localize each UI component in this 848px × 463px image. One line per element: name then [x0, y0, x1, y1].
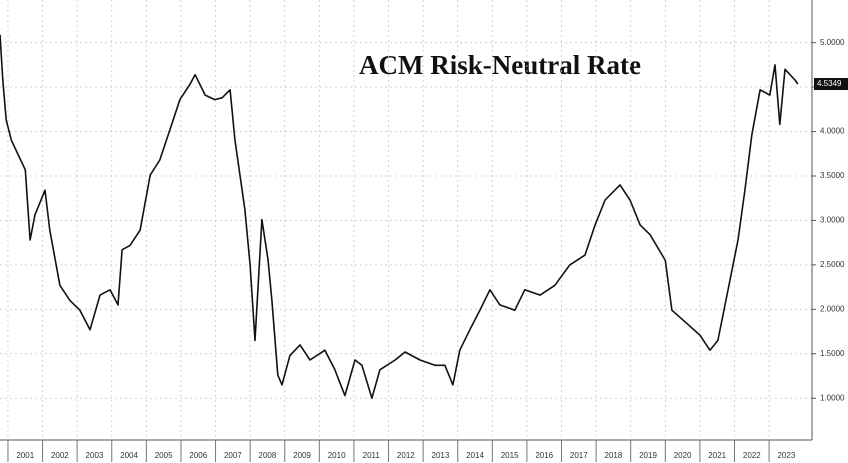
- y-tick-label: 3.5000: [820, 171, 845, 180]
- line-series: [0, 34, 799, 399]
- y-tick-label: 1.5000: [820, 349, 845, 358]
- x-tick-label: 2001: [16, 451, 34, 460]
- x-tick-label: 2004: [120, 451, 138, 460]
- x-tick-label: 2019: [639, 451, 657, 460]
- y-tick-label: 1.0000: [820, 393, 845, 402]
- x-tick-label: 2016: [535, 451, 553, 460]
- x-tick-label: 2020: [674, 451, 692, 460]
- x-tick-label: 2021: [708, 451, 726, 460]
- y-tick-label: 5.0000: [820, 38, 845, 47]
- x-tick-label: 2007: [224, 451, 242, 460]
- x-tick-label: 2018: [605, 451, 623, 460]
- x-tick-label: 2011: [363, 451, 381, 460]
- y-tick-label: 2.0000: [820, 304, 845, 313]
- y-tick-label: 2.5000: [820, 260, 845, 269]
- x-tick-label: 2023: [777, 451, 795, 460]
- x-tick-label: 2009: [293, 451, 311, 460]
- y-tick-label: 4.0000: [820, 127, 845, 136]
- x-tick-label: 2008: [259, 451, 277, 460]
- x-tick-label: 2006: [189, 451, 207, 460]
- last-value-tag: [814, 78, 848, 91]
- x-tick-label: 2010: [328, 451, 346, 460]
- x-tick-label: 2014: [466, 451, 484, 460]
- x-tick-label: 2022: [743, 451, 761, 460]
- x-tick-label: 2017: [570, 451, 588, 460]
- x-tick-label: 2013: [432, 451, 450, 460]
- x-tick-label: 2005: [155, 451, 173, 460]
- chart-title: ACM Risk-Neutral Rate: [359, 50, 641, 80]
- y-tick-label: 3.0000: [820, 216, 845, 225]
- x-tick-label: 2012: [397, 451, 415, 460]
- x-tick-label: 2002: [51, 451, 69, 460]
- last-value-label: 4.5349: [817, 79, 842, 88]
- x-tick-label: 2015: [501, 451, 519, 460]
- x-tick-label: 2003: [86, 451, 104, 460]
